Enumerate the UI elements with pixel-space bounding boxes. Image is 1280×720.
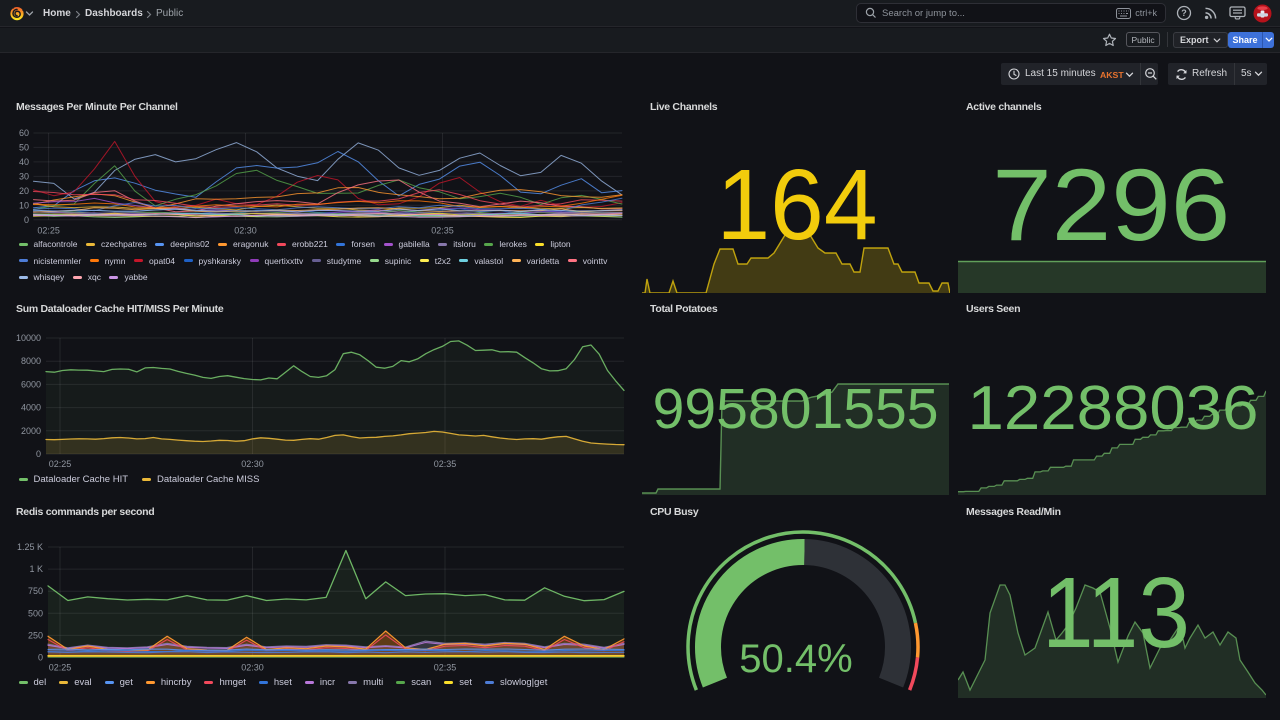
svg-text:0: 0 [24, 215, 29, 225]
svg-text:02:25: 02:25 [49, 459, 72, 469]
svg-text:02:25: 02:25 [49, 663, 72, 673]
svg-text:1.25 K: 1.25 K [17, 542, 43, 552]
svg-text:500: 500 [28, 608, 43, 618]
svg-text:10: 10 [19, 200, 29, 210]
svg-text:50.4%: 50.4% [739, 637, 852, 681]
svg-text:6000: 6000 [21, 379, 41, 389]
svg-text:02:35: 02:35 [434, 663, 457, 673]
svg-text:12288036: 12288036 [968, 374, 1259, 443]
svg-text:8000: 8000 [21, 356, 41, 366]
svg-text:4000: 4000 [21, 403, 41, 413]
svg-text:60: 60 [19, 128, 29, 138]
svg-text:30: 30 [19, 171, 29, 181]
svg-text:?: ? [1181, 8, 1187, 18]
svg-text:02:35: 02:35 [434, 459, 457, 469]
svg-text:02:25: 02:25 [37, 226, 60, 236]
svg-text:113: 113 [1042, 557, 1190, 669]
svg-text:02:30: 02:30 [234, 226, 257, 236]
svg-text:50: 50 [19, 142, 29, 152]
svg-text:0: 0 [38, 653, 43, 663]
svg-text:40: 40 [19, 157, 29, 167]
svg-text:02:30: 02:30 [241, 663, 264, 673]
svg-text:164: 164 [717, 149, 878, 261]
svg-text:2000: 2000 [21, 426, 41, 436]
svg-text:250: 250 [28, 630, 43, 640]
svg-text:1 K: 1 K [29, 564, 43, 574]
svg-text:20: 20 [19, 186, 29, 196]
svg-text:7296: 7296 [992, 148, 1230, 262]
svg-text:02:35: 02:35 [431, 226, 454, 236]
svg-text:750: 750 [28, 586, 43, 596]
svg-text:10000: 10000 [16, 333, 41, 343]
svg-text:0: 0 [36, 449, 41, 459]
svg-text:02:30: 02:30 [241, 459, 264, 469]
svg-text:995801555: 995801555 [653, 377, 939, 440]
